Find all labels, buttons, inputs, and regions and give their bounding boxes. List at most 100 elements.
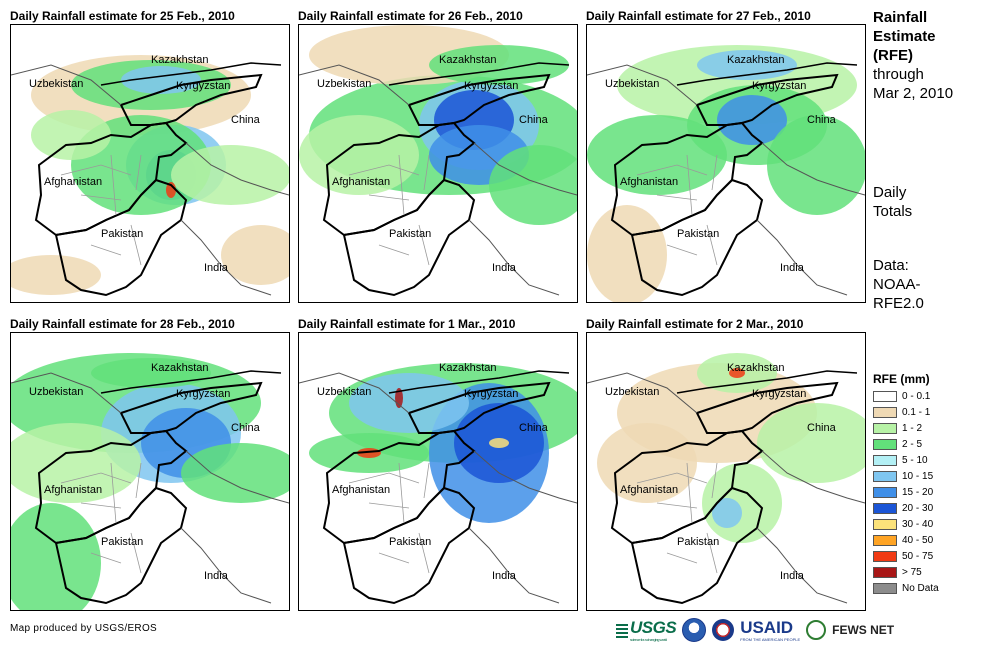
legend-item: No Data bbox=[873, 580, 939, 596]
legend-item: > 75 bbox=[873, 564, 939, 580]
rainfall-map: Kazakhstan Kyrgyzstan Uzbekistan China Afgha… bbox=[10, 24, 290, 303]
usaid-tagline: FROM THE AMERICAN PEOPLE bbox=[740, 637, 801, 642]
legend-item: 10 - 15 bbox=[873, 468, 939, 484]
legend-label: 0 - 0.1 bbox=[902, 390, 931, 402]
panel-title: Daily Rainfall estimate for 26 Feb., 201… bbox=[298, 9, 523, 23]
legend-label: 40 - 50 bbox=[902, 534, 934, 546]
noaa-logo-icon bbox=[682, 618, 707, 642]
panel-title: Daily Rainfall estimate for 27 Feb., 201… bbox=[586, 9, 811, 23]
legend-item: 5 - 10 bbox=[873, 452, 939, 468]
rainfall-area bbox=[597, 423, 697, 503]
rainfall-map: Kazakhstan Kyrgyzstan Uzbekistan China Afgha… bbox=[298, 24, 578, 303]
legend-title: RFE (mm) bbox=[873, 372, 930, 386]
country-borders bbox=[299, 62, 577, 297]
rainfall-area bbox=[712, 498, 742, 528]
data-source: Data: NOAA- RFE2.0 bbox=[873, 256, 924, 313]
rainfall-area bbox=[299, 115, 419, 195]
country-label-india: India bbox=[780, 570, 805, 582]
usgs-waves-icon bbox=[616, 622, 628, 638]
usgs-tagline: science for a changing world bbox=[630, 637, 667, 642]
panel-title: Daily Rainfall estimate for 1 Mar., 2010 bbox=[298, 317, 516, 331]
legend-item: 0 - 0.1 bbox=[873, 388, 939, 404]
country-label-pakistan: Pakistan bbox=[677, 228, 719, 240]
rainfall-area bbox=[91, 358, 211, 388]
country-label-kazakhstan: Kazakhstan bbox=[439, 54, 496, 66]
rainfall-area bbox=[31, 110, 111, 160]
country-borders bbox=[11, 62, 289, 297]
legend-label: 5 - 10 bbox=[902, 454, 928, 466]
country-label-uzbekistan: Uzbekistan bbox=[29, 78, 83, 90]
legend-label: 1 - 2 bbox=[902, 422, 923, 434]
country-label-kazakhstan: Kazakhstan bbox=[727, 54, 784, 66]
usgs-logo: USGS science for a changing world bbox=[616, 618, 677, 642]
country-label-afghanistan: Afghanistan bbox=[620, 484, 678, 496]
legend-label: 50 - 75 bbox=[902, 550, 934, 562]
rainfall-area bbox=[11, 255, 101, 295]
rainfall-area bbox=[729, 368, 745, 378]
legend-swatch bbox=[873, 502, 897, 514]
country-label-pakistan: Pakistan bbox=[677, 536, 719, 548]
country-borders bbox=[11, 370, 289, 605]
daily-label: Daily bbox=[873, 184, 907, 201]
legend-item: 2 - 5 bbox=[873, 436, 939, 452]
country-label-pakistan: Pakistan bbox=[101, 228, 143, 240]
country-label-pakistan: Pakistan bbox=[389, 536, 431, 548]
legend-item: 1 - 2 bbox=[873, 420, 939, 436]
rainfall-area bbox=[757, 403, 865, 483]
rainfall-map: Kazakhstan Kyrgyzstan Uzbekistan China Afgha… bbox=[10, 332, 290, 611]
rainfall-area bbox=[702, 463, 782, 543]
panel-title: Daily Rainfall estimate for 25 Feb., 201… bbox=[10, 9, 235, 23]
fews-net-logo: FEWS NET bbox=[832, 623, 895, 637]
usaid-logo: USAID FROM THE AMERICAN PEOPLE bbox=[740, 618, 800, 642]
legend-label: 30 - 40 bbox=[902, 518, 934, 530]
country-label-pakistan: Pakistan bbox=[389, 228, 431, 240]
legend-label: 2 - 5 bbox=[902, 438, 923, 450]
country-label-afghanistan: Afghanistan bbox=[620, 176, 678, 188]
usaid-text: USAID bbox=[740, 618, 794, 637]
data-source-2: RFE2.0 bbox=[873, 295, 924, 312]
country-label-china: China bbox=[519, 422, 549, 434]
rainfall-area bbox=[349, 373, 469, 433]
country-label-kyrgyzstan: Kyrgyzstan bbox=[752, 388, 806, 400]
country-label-india: India bbox=[780, 262, 805, 274]
country-label-india: India bbox=[204, 262, 229, 274]
country-borders bbox=[587, 62, 865, 297]
legend-swatch bbox=[873, 518, 897, 530]
legend-item: 15 - 20 bbox=[873, 484, 939, 500]
data-source-1: NOAA- bbox=[873, 276, 921, 293]
legend-swatch bbox=[873, 422, 897, 434]
legend-item: 20 - 30 bbox=[873, 500, 939, 516]
through-date: Mar 2, 2010 bbox=[873, 85, 954, 102]
title-line-2: Estimate bbox=[873, 28, 936, 45]
legend-swatch bbox=[873, 438, 897, 450]
country-label-uzbekistan: Uzbekistan bbox=[317, 386, 371, 398]
legend-label: 20 - 30 bbox=[902, 502, 934, 514]
legend-label: 15 - 20 bbox=[902, 486, 934, 498]
country-label-pakistan: Pakistan bbox=[101, 536, 143, 548]
country-label-india: India bbox=[204, 570, 229, 582]
legend-item: 30 - 40 bbox=[873, 516, 939, 532]
rainfall-area bbox=[587, 205, 667, 302]
country-label-india: India bbox=[492, 570, 517, 582]
legend-rows: 0 - 0.1 0.1 - 1 1 - 2 2 - 5 5 - 10 10 - 15 15 … bbox=[873, 388, 939, 596]
side-title: Rainfall Estimate (RFE) through Mar 2, 2… bbox=[873, 8, 953, 103]
logos: USGS science for a changing world USAID FR… bbox=[616, 617, 894, 643]
country-label-kyrgyzstan: Kyrgyzstan bbox=[464, 388, 518, 400]
country-label-afghanistan: Afghanistan bbox=[332, 176, 390, 188]
country-label-kazakhstan: Kazakhstan bbox=[151, 54, 208, 66]
country-label-kazakhstan: Kazakhstan bbox=[439, 362, 496, 374]
rainfall-area bbox=[489, 145, 577, 225]
country-label-kazakhstan: Kazakhstan bbox=[151, 362, 208, 374]
legend-label: No Data bbox=[902, 582, 939, 594]
country-borders bbox=[587, 370, 865, 605]
rainfall-area bbox=[221, 225, 289, 285]
legend: RFE (mm) 0 - 0.1 0.1 - 1 1 - 2 2 - 5 5 - 10 1… bbox=[873, 372, 939, 596]
usgs-text: USGS bbox=[630, 618, 677, 637]
rainfall-area bbox=[181, 443, 289, 503]
country-label-china: China bbox=[231, 114, 261, 126]
legend-label: 0.1 - 1 bbox=[902, 406, 931, 418]
data-label: Data: bbox=[873, 257, 909, 274]
panel-title: Daily Rainfall estimate for 2 Mar., 2010 bbox=[586, 317, 804, 331]
country-label-uzbekistan: Uzbekistan bbox=[317, 78, 371, 90]
legend-swatch bbox=[873, 470, 897, 482]
